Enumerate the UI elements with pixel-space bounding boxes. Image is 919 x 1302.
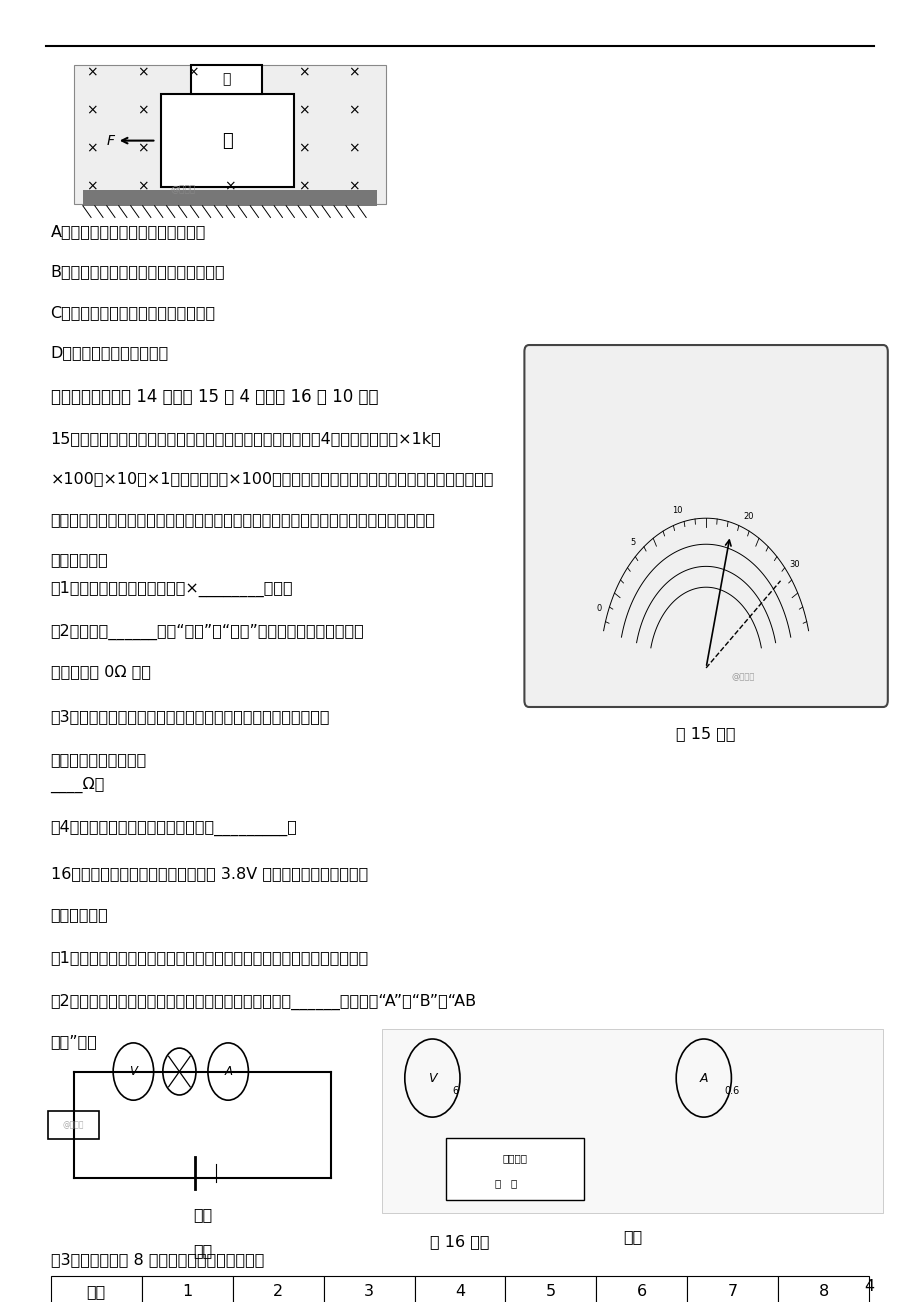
- Text: 中间”）；: 中间”）；: [51, 1034, 97, 1049]
- Text: ×: ×: [137, 180, 148, 193]
- Text: 16．如图甲为某同学描绘额定电压为 3.8V 的小灯泡伏安特性曲线的: 16．如图甲为某同学描绘额定电压为 3.8V 的小灯泡伏安特性曲线的: [51, 866, 368, 881]
- Text: ×: ×: [298, 142, 309, 155]
- Text: 8: 8: [818, 1284, 828, 1299]
- Text: ×: ×: [86, 142, 97, 155]
- Text: B．甲、乙两物块之间的摩擦力不断增大: B．甲、乙两物块之间的摩擦力不断增大: [51, 264, 225, 280]
- Text: 图乙: 图乙: [622, 1229, 641, 1245]
- FancyBboxPatch shape: [524, 345, 887, 707]
- Text: A: A: [224, 1065, 232, 1078]
- Text: ×: ×: [137, 142, 148, 155]
- Bar: [142, 1276, 233, 1302]
- Text: 6: 6: [452, 1086, 459, 1096]
- Text: （1）调节选择开关旋鈕，选择×________倍率；: （1）调节选择开关旋鈕，选择×________倍率；: [51, 581, 293, 596]
- Text: 10: 10: [672, 505, 682, 514]
- Bar: [446, 1138, 584, 1200]
- Text: 30: 30: [789, 560, 800, 569]
- Text: －   ＋: － ＋: [494, 1178, 516, 1187]
- Text: （4）测量完毕，把选择开关旋鈕打至_________．: （4）测量完毕，把选择开关旋鈕打至_________．: [51, 820, 297, 836]
- Bar: [233, 1276, 323, 1302]
- Text: （2）两表笔______（填“短接”或“断开”），调节欧姆调零旋鈕，: （2）两表笔______（填“短接”或“断开”），调节欧姆调零旋鈕，: [51, 624, 364, 639]
- Text: （3）实验中测出 8 组对应的数据（见下表）：: （3）实验中测出 8 组对应的数据（见下表）：: [51, 1253, 264, 1268]
- Text: @正确云: @正确云: [62, 1121, 85, 1129]
- Text: 5: 5: [630, 538, 635, 547]
- Bar: [191, 65, 262, 94]
- Text: （3）重新测量并读数．若这时刻度盘上的指针位置如图中实线所: （3）重新测量并读数．若这时刻度盘上的指针位置如图中实线所: [51, 710, 330, 725]
- Bar: [161, 94, 294, 187]
- Text: 示，则该电阔的阔值为: 示，则该电阔的阔值为: [51, 753, 147, 768]
- Text: 3: 3: [364, 1284, 374, 1299]
- Bar: [777, 1276, 868, 1302]
- Text: A: A: [698, 1072, 708, 1085]
- Text: 第 16 题图: 第 16 题图: [430, 1234, 489, 1250]
- Text: ×: ×: [348, 142, 359, 155]
- Text: 5: 5: [545, 1284, 555, 1299]
- Text: ×: ×: [86, 180, 97, 193]
- Text: 7: 7: [727, 1284, 737, 1299]
- Text: ____Ω；: ____Ω；: [51, 777, 105, 793]
- Text: ×: ×: [86, 66, 97, 79]
- Text: 实验电路图．: 实验电路图．: [51, 907, 108, 923]
- Text: 4: 4: [863, 1279, 873, 1294]
- Text: 使指针指在 0Ω 处；: 使指针指在 0Ω 处；: [51, 664, 151, 680]
- Text: @正确云: @正确云: [731, 672, 754, 681]
- Text: ×: ×: [348, 180, 359, 193]
- Text: 0: 0: [596, 604, 601, 612]
- Text: ×: ×: [348, 104, 359, 117]
- Text: 1: 1: [182, 1284, 192, 1299]
- Bar: [323, 1276, 414, 1302]
- Text: 20: 20: [743, 512, 753, 521]
- Bar: [49, 1111, 99, 1139]
- Text: ×: ×: [348, 66, 359, 79]
- Bar: [51, 1276, 142, 1302]
- Text: ×: ×: [298, 180, 309, 193]
- Text: ×: ×: [187, 66, 199, 79]
- Text: F: F: [107, 134, 114, 147]
- Bar: [381, 1029, 882, 1213]
- Text: V: V: [130, 1065, 137, 1078]
- Text: 2: 2: [273, 1284, 283, 1299]
- Bar: [414, 1276, 505, 1302]
- Text: ×: ×: [137, 104, 148, 117]
- Bar: [686, 1276, 777, 1302]
- Text: 直流电源: 直流电源: [502, 1154, 528, 1163]
- Text: 15．某同学要用多用电表测一只电阔，已知多用电表电阴档有4个倍率，分别为×1k、: 15．某同学要用多用电表测一只电阔，已知多用电表电阴档有4个倍率，分别为×1k、: [51, 431, 441, 447]
- Text: ×100、×10、×1，该同学选择×100倍率，用正确的操作步骤测量发现指针偏转角度太大: ×100、×10、×1，该同学选择×100倍率，用正确的操作步骤测量发现指针偏转…: [51, 471, 494, 487]
- Text: ×: ×: [298, 66, 309, 79]
- Text: 4: 4: [454, 1284, 465, 1299]
- Text: 甲: 甲: [222, 73, 231, 86]
- Text: 图甲: 图甲: [193, 1243, 211, 1259]
- Bar: [83, 190, 377, 206]
- Bar: [74, 65, 386, 204]
- Text: 要操作步骤：: 要操作步骤：: [51, 552, 108, 568]
- Text: 图甲: 图甲: [193, 1207, 211, 1223]
- Text: C．甲、乙向左运动的加速度不断减小: C．甲、乙向左运动的加速度不断减小: [51, 305, 215, 320]
- Text: ×: ×: [86, 104, 97, 117]
- Text: 第 15 题图: 第 15 题图: [675, 727, 735, 742]
- Text: D．甲对乙的压力不断增大: D．甲对乙的压力不断增大: [51, 345, 169, 361]
- Text: 乙: 乙: [222, 132, 233, 150]
- Text: （2）开关闭合之前，图乙中滑动变阔器的滑片应该置于______端（选填“A”、“B”或“AB: （2）开关闭合之前，图乙中滑动变阔器的滑片应该置于______端（选填“A”、“…: [51, 993, 476, 1009]
- Text: 0.6: 0.6: [723, 1086, 739, 1096]
- Text: （指针位置如图中虚线所示）．为了较准确地进行测量，请你补充完整接下去应该进行的主: （指针位置如图中虚线所示）．为了较准确地进行测量，请你补充完整接下去应该进行的主: [51, 512, 435, 527]
- Text: V: V: [427, 1072, 437, 1085]
- Text: 三、实验题（总计 14 分，第 15 题 4 分，第 16 题 10 分）: 三、实验题（总计 14 分，第 15 题 4 分，第 16 题 10 分）: [51, 388, 378, 406]
- Text: 6: 6: [636, 1284, 646, 1299]
- Text: 次数: 次数: [86, 1284, 106, 1299]
- Text: ×: ×: [224, 180, 235, 193]
- Text: @正确云: @正确云: [170, 185, 195, 194]
- Text: ×: ×: [298, 104, 309, 117]
- Text: （1）根据电路图甲，用笔画线代替导线，将图乙中的实验电路连接完整；: （1）根据电路图甲，用笔画线代替导线，将图乙中的实验电路连接完整；: [51, 950, 369, 966]
- Text: A．甲、乙两物块之间的摩擦力不变: A．甲、乙两物块之间的摩擦力不变: [51, 224, 206, 240]
- Bar: [596, 1276, 686, 1302]
- Bar: [505, 1276, 596, 1302]
- Text: ×: ×: [137, 66, 148, 79]
